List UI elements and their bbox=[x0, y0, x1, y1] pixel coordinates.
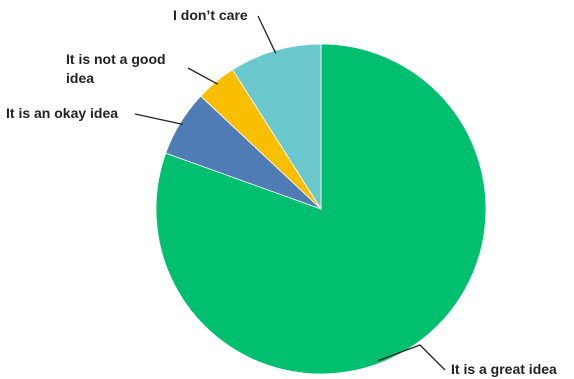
slice-label-3: It is not a good idea bbox=[66, 51, 166, 86]
slice-label-line: It is not a good bbox=[66, 51, 166, 67]
leader-line-2 bbox=[134, 113, 184, 125]
leader-lines bbox=[134, 15, 446, 371]
pie-slices bbox=[155, 43, 487, 375]
leader-line-1 bbox=[377, 344, 446, 371]
slice-label-2: It is an okay idea bbox=[6, 105, 118, 121]
slice-labels: It is a great idea It is an okay idea It i… bbox=[6, 7, 557, 377]
slice-label-line: idea bbox=[66, 70, 94, 86]
leader-line-4 bbox=[257, 15, 277, 54]
leader-line-3 bbox=[187, 67, 219, 85]
slice-label-1: It is a great idea bbox=[451, 361, 557, 377]
slice-label-4: I don’t care bbox=[173, 7, 248, 23]
